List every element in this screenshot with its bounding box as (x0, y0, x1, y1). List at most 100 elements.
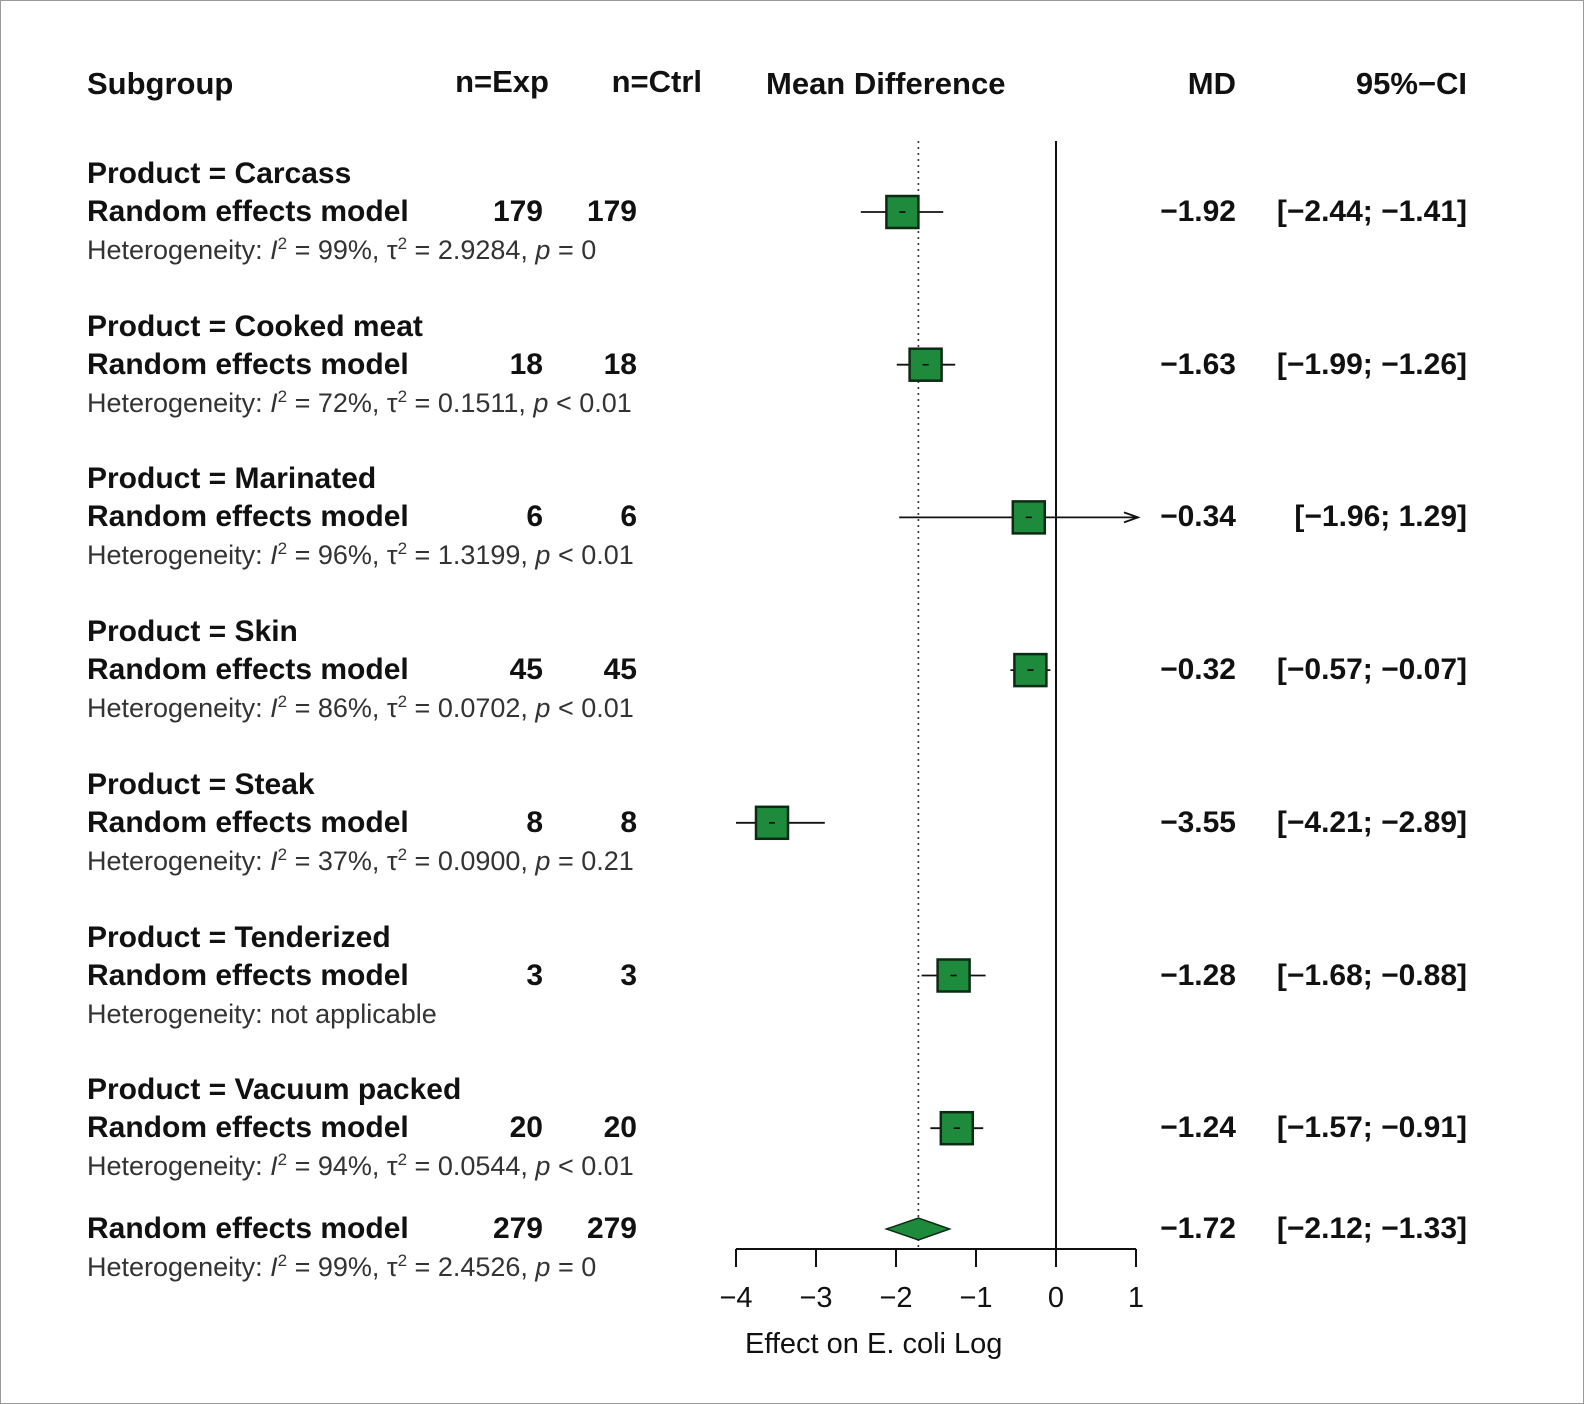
het-tau2-value: = 0.1511, (407, 387, 534, 418)
heterogeneity-text: Heterogeneity: I2 = 94%, τ2 = 0.0544, p … (87, 1150, 634, 1182)
superscript-2: 2 (397, 386, 408, 406)
het-prefix: Heterogeneity: (87, 1151, 271, 1182)
n-exp-value: 179 (492, 195, 543, 228)
het-i-symbol: I (270, 387, 278, 418)
superscript-2: 2 (397, 844, 408, 864)
effect-box (754, 805, 790, 841)
subgroup-label: Product = Marinated (87, 462, 377, 496)
het-tau2-value: = 0.0900, (407, 845, 536, 876)
md-value: −0.34 (1160, 500, 1236, 534)
ci-value: [−1.68; −0.88] (1276, 958, 1467, 992)
n-ctrl-value: 18 (603, 347, 637, 381)
subgroup-label: Product = Tenderized (87, 920, 391, 954)
het-p-symbol: p (535, 845, 551, 876)
md-value: −1.92 (1160, 195, 1236, 228)
het-i2-value: = 99%, τ (287, 235, 398, 265)
het-tau2-value: = 2.4526, (407, 1252, 536, 1282)
md-value: −1.24 (1160, 1111, 1236, 1145)
overall-n-exp: 279 (492, 1212, 543, 1245)
superscript-2: 2 (277, 1150, 288, 1170)
subgroup-label: Product = Vacuum packed (87, 1073, 462, 1107)
ci-value: [−1.99; −1.26] (1276, 347, 1467, 381)
heterogeneity-text: Heterogeneity: I2 = 72%, τ2 = 0.1511, p … (87, 386, 632, 418)
header-md: MD (1187, 66, 1236, 101)
x-tick-label: 0 (1048, 1282, 1064, 1314)
x-tick-label: −1 (959, 1282, 992, 1314)
het-p-value: = 0.21 (550, 845, 634, 876)
subgroup-label: Product = Skin (87, 615, 298, 649)
het-i-symbol: I (270, 1151, 278, 1182)
het-p-symbol: p (535, 235, 551, 265)
model-label: Random effects model (87, 195, 409, 228)
het-p-symbol: p (535, 540, 551, 571)
het-i2-value: = 86%, τ (287, 693, 398, 724)
subgroup-label: Product = Carcass (87, 157, 352, 190)
het-i-symbol: I (270, 693, 278, 724)
het-prefix: Heterogeneity: (87, 540, 271, 571)
superscript-2: 2 (397, 539, 408, 559)
overall-ci-value: [−2.12; −1.33] (1276, 1212, 1467, 1245)
header-mean-difference: Mean Difference (766, 66, 1006, 101)
header-subgroup: Subgroup (87, 66, 234, 101)
het-p-symbol: p (535, 693, 551, 724)
x-axis-label: Effect on E. coli Log (745, 1328, 1003, 1360)
model-label: Random effects model (87, 347, 409, 381)
header-n-exp: n=Exp (455, 64, 549, 99)
model-label: Random effects model (87, 805, 409, 839)
het-p-symbol: p (535, 1151, 551, 1182)
superscript-2: 2 (397, 1150, 408, 1170)
het-tau2-value: = 0.0544, (407, 1151, 536, 1182)
het-prefix: Heterogeneity: (87, 1252, 271, 1282)
het-i2-value: = 99%, τ (287, 1252, 398, 1282)
n-exp-value: 20 (509, 1111, 543, 1145)
n-exp-value: 45 (509, 653, 543, 687)
het-p-symbol: p (535, 1252, 551, 1282)
het-prefix: Heterogeneity: (87, 387, 271, 418)
ci-value: [−1.57; −0.91] (1276, 1111, 1467, 1145)
het-p-value: < 0.01 (550, 1151, 634, 1182)
superscript-2: 2 (277, 1251, 288, 1270)
het-tau2-value: = 2.9284, (407, 235, 536, 265)
superscript-2: 2 (397, 692, 408, 712)
n-ctrl-value: 8 (620, 805, 637, 839)
n-ctrl-value: 6 (620, 500, 637, 534)
n-exp-value: 3 (526, 958, 543, 992)
md-value: −1.28 (1160, 958, 1236, 992)
n-exp-value: 8 (526, 805, 543, 839)
superscript-2: 2 (277, 692, 288, 712)
het-i-symbol: I (270, 845, 278, 876)
md-value: −1.63 (1160, 347, 1236, 381)
heterogeneity-text: Heterogeneity: not applicable (87, 998, 437, 1029)
x-tick-label: −4 (719, 1282, 752, 1314)
overall-model-label: Random effects model (87, 1212, 409, 1245)
superscript-2: 2 (397, 234, 408, 253)
n-exp-value: 6 (526, 500, 543, 534)
n-ctrl-value: 45 (603, 653, 637, 687)
superscript-2: 2 (397, 1251, 408, 1270)
het-p-symbol: p (533, 387, 549, 418)
heterogeneity-text: Heterogeneity: I2 = 37%, τ2 = 0.0900, p … (87, 844, 634, 876)
het-i2-value: = 72%, τ (287, 387, 398, 418)
overall-heterogeneity-text: Heterogeneity: I2 = 99%, τ2 = 2.4526, p … (87, 1251, 597, 1282)
overall-n-ctrl: 279 (586, 1212, 637, 1245)
n-exp-value: 18 (509, 347, 543, 381)
superscript-2: 2 (277, 234, 288, 253)
superscript-2: 2 (277, 539, 288, 559)
heterogeneity-text: Heterogeneity: I2 = 96%, τ2 = 1.3199, p … (87, 539, 634, 571)
het-prefix: Heterogeneity: (87, 845, 271, 876)
het-prefix: Heterogeneity: (87, 235, 271, 265)
het-p-value: < 0.01 (550, 540, 634, 571)
superscript-2: 2 (277, 386, 288, 406)
het-i-symbol: I (270, 540, 278, 571)
het-i2-value: = 94%, τ (287, 1151, 398, 1182)
het-tau2-value: = 1.3199, (407, 540, 536, 571)
ci-value: [−4.21; −2.89] (1276, 805, 1467, 839)
heterogeneity-text: Heterogeneity: I2 = 86%, τ2 = 0.0702, p … (87, 692, 634, 724)
subgroup-label: Product = Steak (87, 767, 315, 801)
het-p-value: = 0 (550, 1252, 597, 1282)
ci-value: [−2.44; −1.41] (1276, 195, 1467, 228)
het-i2-value: = 96%, τ (287, 540, 398, 571)
n-ctrl-value: 20 (603, 1111, 637, 1145)
het-p-value: < 0.01 (550, 693, 634, 724)
